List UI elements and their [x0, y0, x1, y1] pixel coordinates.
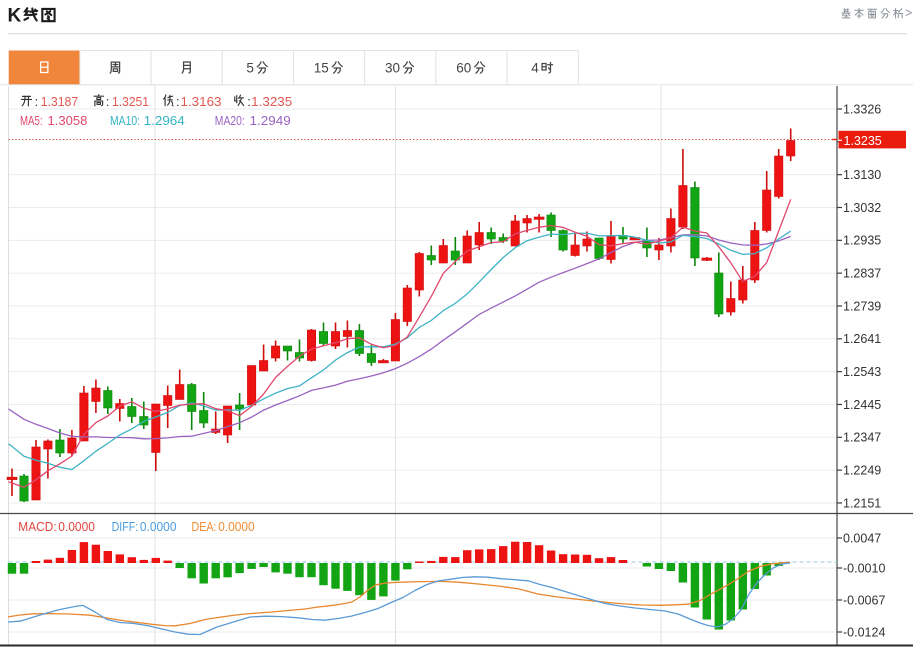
svg-text:0.0000: 0.0000: [58, 519, 95, 534]
svg-text:15: 15: [314, 61, 329, 76]
svg-text:1.3032: 1.3032: [843, 201, 881, 215]
svg-text:1.2151: 1.2151: [843, 496, 881, 510]
svg-text:1.3326: 1.3326: [843, 102, 881, 116]
svg-text:1.3235: 1.3235: [844, 134, 882, 148]
svg-text:4: 4: [531, 61, 539, 76]
svg-text:-0.0067: -0.0067: [843, 593, 885, 607]
svg-text:>: >: [905, 6, 912, 20]
svg-text::: :: [35, 94, 39, 109]
svg-text:1.2739: 1.2739: [843, 299, 881, 313]
svg-text:5: 5: [246, 61, 254, 76]
svg-text:MA10:: MA10:: [110, 113, 140, 128]
svg-text:1.3235: 1.3235: [251, 94, 292, 109]
svg-text:30: 30: [385, 61, 400, 76]
svg-text:1.2543: 1.2543: [843, 365, 881, 379]
svg-text:1.2445: 1.2445: [843, 398, 881, 412]
svg-text:DIFF:: DIFF:: [112, 519, 139, 534]
svg-text:60: 60: [456, 61, 471, 76]
svg-text:1.2641: 1.2641: [843, 332, 881, 346]
svg-text:DEA:: DEA:: [192, 519, 217, 534]
svg-text:MACD:: MACD:: [18, 519, 56, 534]
svg-text:1.2949: 1.2949: [250, 113, 291, 128]
svg-text:MA20:: MA20:: [215, 113, 245, 128]
svg-text:0.0000: 0.0000: [218, 519, 255, 534]
svg-text:-0.0010: -0.0010: [843, 561, 885, 575]
svg-text:1.3187: 1.3187: [41, 94, 78, 109]
svg-text:1.3163: 1.3163: [181, 94, 222, 109]
svg-text:-0.0124: -0.0124: [843, 625, 885, 639]
svg-text:1.3251: 1.3251: [112, 94, 149, 109]
svg-text:K: K: [8, 6, 22, 27]
svg-text:0.0047: 0.0047: [843, 531, 881, 545]
svg-text:1.2837: 1.2837: [843, 266, 881, 280]
svg-text:1.2935: 1.2935: [843, 234, 881, 248]
svg-text::: :: [247, 94, 251, 109]
svg-text:1.2347: 1.2347: [843, 431, 881, 445]
svg-text:1.2249: 1.2249: [843, 463, 881, 477]
svg-text::: :: [106, 94, 110, 109]
svg-text:0.0000: 0.0000: [140, 519, 177, 534]
svg-text::: :: [176, 94, 180, 109]
svg-text:1.3058: 1.3058: [48, 113, 88, 128]
svg-text:MA5:: MA5:: [20, 113, 43, 128]
svg-text:1.2964: 1.2964: [144, 113, 185, 128]
svg-text:1.3130: 1.3130: [843, 168, 881, 182]
